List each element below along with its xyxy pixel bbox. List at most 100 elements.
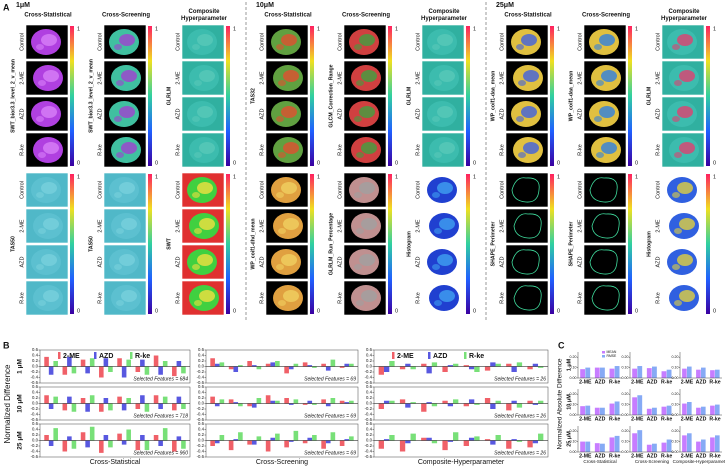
colorbar-label: 0 (77, 308, 80, 314)
bar (330, 398, 336, 404)
y-tick-label: 0.10 (622, 440, 629, 444)
colorbar (148, 26, 152, 166)
cell-detail (41, 254, 57, 266)
feature-label: Histogram (646, 231, 652, 257)
row-label: Control (97, 33, 103, 51)
row-label: Control (337, 181, 343, 199)
bar (511, 366, 517, 372)
column-title: Cross-Screening (102, 13, 150, 19)
y-axis-label: Normalized Difference (3, 364, 12, 444)
bar (490, 362, 496, 367)
bar (447, 440, 454, 442)
row-label: R-ke (259, 292, 265, 304)
group-title: 25μM (496, 2, 514, 9)
y-tick-label: 0.10 (622, 403, 629, 407)
row-label: AZD (577, 108, 583, 119)
bar (389, 435, 395, 441)
bar (251, 365, 257, 367)
y-tick-label: 0.20 (622, 392, 629, 396)
bar (580, 369, 586, 378)
row-label: 2-ME (97, 219, 103, 232)
cell-detail (116, 300, 124, 306)
bar (344, 439, 350, 441)
bar (682, 435, 687, 452)
feature-label: WP_coif1-dhd_mean (250, 218, 256, 269)
cell-detail (359, 106, 375, 118)
cell-detail (281, 34, 297, 46)
y-tick-label: -0.6 (365, 417, 373, 422)
row-label: Control (499, 33, 505, 51)
bar (307, 365, 313, 367)
feature-label: SHAPE_Perimeter (490, 222, 496, 267)
bar (378, 440, 384, 449)
x-tick-label: R-ke (661, 453, 672, 459)
concentration-label: 25 μM (17, 431, 24, 449)
bar (140, 395, 145, 404)
y-tick-label: 0.6 (32, 347, 39, 352)
cell-detail (38, 300, 46, 306)
bar (463, 365, 469, 367)
bar (666, 405, 672, 415)
legend-swatch (130, 352, 133, 359)
bar (99, 403, 104, 412)
x-axis-label: Composite-Hyperparameter (418, 459, 505, 466)
bar (117, 433, 122, 441)
row-label: 2-ME (97, 71, 103, 84)
bar (162, 396, 168, 404)
y-tick-label: 0.4 (32, 427, 39, 432)
bar (121, 366, 127, 378)
bar (135, 366, 141, 372)
bar (293, 399, 299, 404)
group-title: 10μM (256, 2, 274, 9)
bar (325, 440, 331, 444)
cell-detail (359, 254, 375, 266)
y-tick-label: 0.0 (198, 438, 205, 443)
x-tick-label: 2-ME (579, 416, 592, 422)
bar (307, 400, 313, 404)
cell-detail (114, 264, 122, 270)
cell-detail (119, 254, 135, 266)
legend-label: 2-ME (397, 353, 414, 360)
feature-label: Histogram (406, 231, 412, 257)
plot-frame (205, 386, 359, 421)
y-tick-label: 0.00 (570, 376, 577, 380)
legend-swatch (58, 352, 61, 359)
row-label: R-ke (19, 292, 25, 304)
bar (474, 403, 480, 405)
bar (214, 363, 220, 367)
bar (238, 403, 243, 407)
plot-frame (205, 423, 359, 458)
bar (532, 440, 539, 444)
cell-detail (197, 34, 213, 46)
y-tick-label: -0.6 (197, 454, 205, 459)
cell-detail (38, 228, 46, 234)
cell-detail (437, 182, 453, 194)
bar (103, 398, 109, 404)
cell-detail (278, 152, 286, 158)
row-label: R-ke (499, 144, 505, 156)
bar (468, 437, 475, 441)
cell-detail (599, 34, 615, 46)
row-label: R-ke (415, 144, 421, 156)
y-tick-label: -0.4 (31, 449, 39, 454)
colorbar-label: 0 (155, 308, 158, 314)
bar (288, 403, 294, 405)
bar (158, 366, 163, 375)
cell-detail (437, 254, 453, 266)
cell-detail (119, 34, 135, 46)
colorbar-label: 0 (317, 160, 320, 166)
row-label: 2-ME (337, 219, 343, 232)
y-tick-label: 0.20 (570, 392, 577, 396)
bar (135, 440, 141, 451)
image-tile (583, 172, 627, 208)
bar (121, 440, 127, 445)
selected-features-note: Selected Features = 26 (494, 376, 546, 382)
row-label: R-ke (337, 292, 343, 304)
y-tick-label: 0.4 (366, 390, 373, 395)
x-tick-label: AZD (595, 453, 606, 459)
bar (410, 366, 416, 370)
bar (89, 426, 95, 441)
bar (158, 403, 163, 409)
column-title: Composite (668, 9, 700, 15)
bar (715, 404, 720, 415)
